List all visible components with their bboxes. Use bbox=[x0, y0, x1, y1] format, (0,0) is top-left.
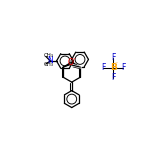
Text: B: B bbox=[110, 63, 117, 72]
Text: F: F bbox=[101, 63, 105, 72]
Text: ⁺: ⁺ bbox=[72, 58, 75, 63]
Text: F: F bbox=[121, 63, 126, 72]
Text: CH₃: CH₃ bbox=[43, 62, 54, 67]
Text: CH₃: CH₃ bbox=[43, 53, 54, 58]
Text: ⁻: ⁻ bbox=[114, 62, 118, 67]
Text: F: F bbox=[111, 53, 116, 62]
Text: F: F bbox=[111, 73, 116, 82]
Text: N: N bbox=[48, 57, 53, 66]
Text: O: O bbox=[68, 58, 74, 67]
